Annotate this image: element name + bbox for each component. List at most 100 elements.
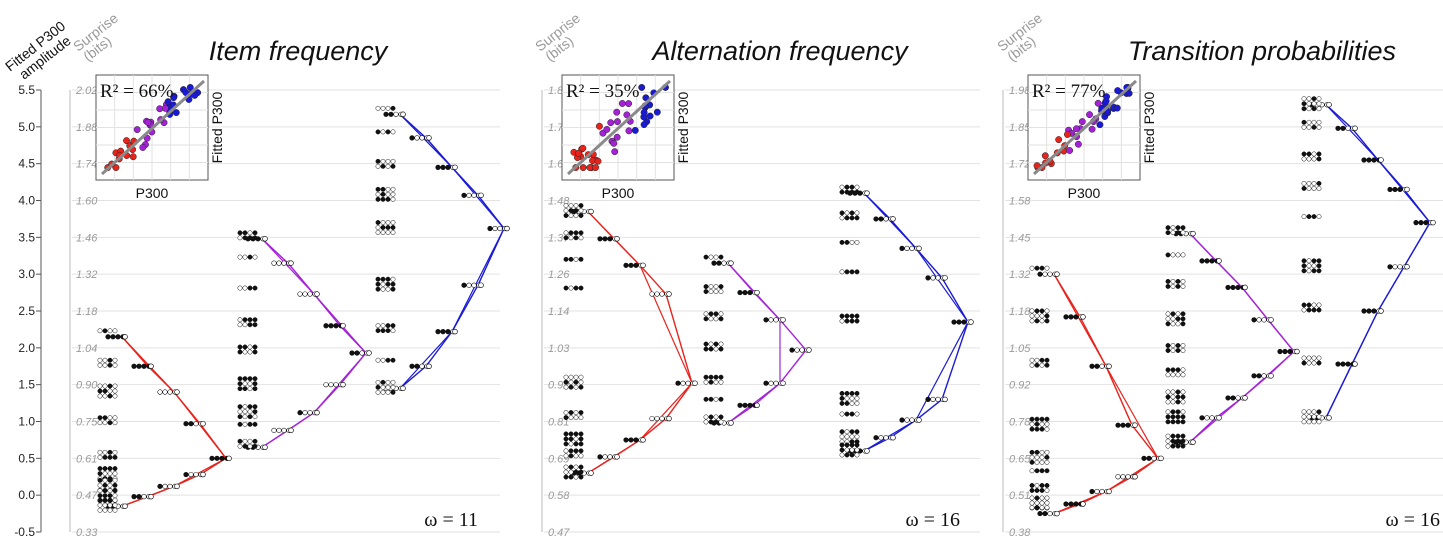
- connector: [779, 349, 807, 384]
- stack-dot: [1311, 96, 1317, 102]
- stack-dot: [1311, 355, 1317, 361]
- stack-dot: [107, 362, 113, 368]
- series-red: [97, 328, 232, 513]
- sequence-dot: [1099, 488, 1105, 495]
- y-axis-label: Fitted P300 amplitude: [2, 18, 74, 83]
- stack-dot: [247, 386, 253, 392]
- point: [692, 380, 698, 386]
- stack-dot: [1175, 278, 1181, 284]
- y-tick-label: 5.5: [18, 83, 35, 97]
- inset-point: [594, 157, 602, 165]
- sequence-dot: [1387, 264, 1393, 270]
- stack-dot: [102, 471, 108, 476]
- stack-dot: [385, 129, 391, 135]
- stack-dot: [112, 357, 118, 363]
- stack-dot: [854, 400, 860, 406]
- surprise-ticks: 1.98 1.85 1.72 1.58 1.45 1.32 1.18 1.05 0.92 0.78…: [1009, 85, 1031, 536]
- stack-dot: [1306, 409, 1312, 415]
- stack-dot: [385, 357, 391, 363]
- stack-dot: [578, 436, 584, 442]
- stack-dot: [107, 477, 113, 483]
- stack-dot: [1034, 313, 1040, 319]
- inset-scatter: R² = 35% P300 Fitted P300: [561, 74, 691, 201]
- surprise-tick-label: 1.46: [76, 232, 98, 244]
- sequence-dot: [742, 402, 748, 408]
- stack-dot: [563, 431, 569, 437]
- stack-dot: [242, 344, 248, 350]
- stack-dot: [237, 344, 243, 350]
- sequence-dot: [763, 317, 769, 323]
- stack-dot: [1301, 268, 1307, 274]
- panel-transition-probabilities: Transition probabilities Surprise (bits)…: [994, 10, 1443, 536]
- series: [1029, 96, 1436, 517]
- sequence-dot: [1418, 220, 1424, 226]
- series-purple: [237, 230, 372, 451]
- stack-dot: [703, 284, 709, 290]
- stack-dot: [385, 328, 391, 334]
- stack-dot: [708, 379, 714, 385]
- stack-dot: [112, 482, 118, 488]
- stack-dot: [1029, 313, 1035, 319]
- stack-dot: [1301, 214, 1307, 220]
- point: [1216, 415, 1222, 421]
- stack-dot: [380, 225, 386, 230]
- stack-dot: [568, 415, 574, 421]
- stack-dot: [839, 429, 845, 435]
- stack-dot: [380, 186, 386, 192]
- stack-dot: [390, 389, 396, 395]
- sequence-dot: [1042, 271, 1048, 277]
- stack-dot: [1306, 106, 1312, 112]
- stack-dot: [1175, 283, 1181, 289]
- stack-dot: [385, 286, 391, 292]
- sequence-dot: [930, 275, 936, 281]
- stack-dot: [1044, 313, 1050, 319]
- stack-dot: [1029, 318, 1035, 324]
- point: [262, 444, 268, 451]
- stack-dot: [102, 415, 108, 421]
- stack-dot: [1034, 495, 1040, 501]
- stack-dot: [1311, 307, 1317, 313]
- inset-point: [161, 104, 169, 112]
- stack-dot: [1306, 419, 1312, 425]
- inset-point: [186, 84, 194, 91]
- stack-dot: [1316, 414, 1322, 420]
- sequence-dot: [445, 164, 451, 170]
- point: [288, 427, 294, 434]
- point: [666, 291, 672, 297]
- surprise-tick-label: 0.81: [548, 417, 569, 429]
- stack-dot: [713, 316, 719, 322]
- y-tick-label: 0.0: [18, 488, 35, 502]
- stack-dot: [1029, 468, 1035, 474]
- y-tick-label: 0.5: [18, 451, 35, 465]
- surprise-tick-label: 0.58: [548, 490, 570, 502]
- stack-dot: [385, 158, 391, 164]
- stack-dot: [573, 256, 579, 262]
- sequence-dot: [909, 245, 915, 251]
- stack-dot: [1034, 421, 1040, 427]
- stack-dot: [97, 415, 103, 421]
- stack-dot: [1170, 433, 1176, 439]
- stack-dot: [1165, 343, 1171, 348]
- stack-dot: [568, 203, 574, 209]
- sequence-dot: [297, 291, 303, 297]
- sequence-dot: [157, 483, 163, 489]
- stack-dot: [252, 235, 258, 241]
- stack-dot: [1306, 151, 1312, 157]
- point: [366, 350, 372, 356]
- stack-dot: [573, 415, 579, 421]
- stack-dot: [563, 464, 569, 470]
- stack-dot: [1170, 394, 1176, 400]
- stack-dot: [1170, 311, 1176, 317]
- stack-dot: [563, 436, 569, 442]
- stack-dot: [1301, 101, 1307, 107]
- stack-dot: [242, 404, 248, 410]
- stack-dot: [573, 235, 579, 241]
- stack-dot: [380, 230, 386, 235]
- stack-dot: [97, 420, 103, 426]
- stack-dot: [1029, 308, 1035, 314]
- stack-dot: [703, 414, 709, 420]
- stack-dot: [708, 254, 714, 260]
- sequence-dot: [925, 275, 931, 281]
- stack-dot: [375, 379, 381, 385]
- stack-dot: [1175, 225, 1181, 231]
